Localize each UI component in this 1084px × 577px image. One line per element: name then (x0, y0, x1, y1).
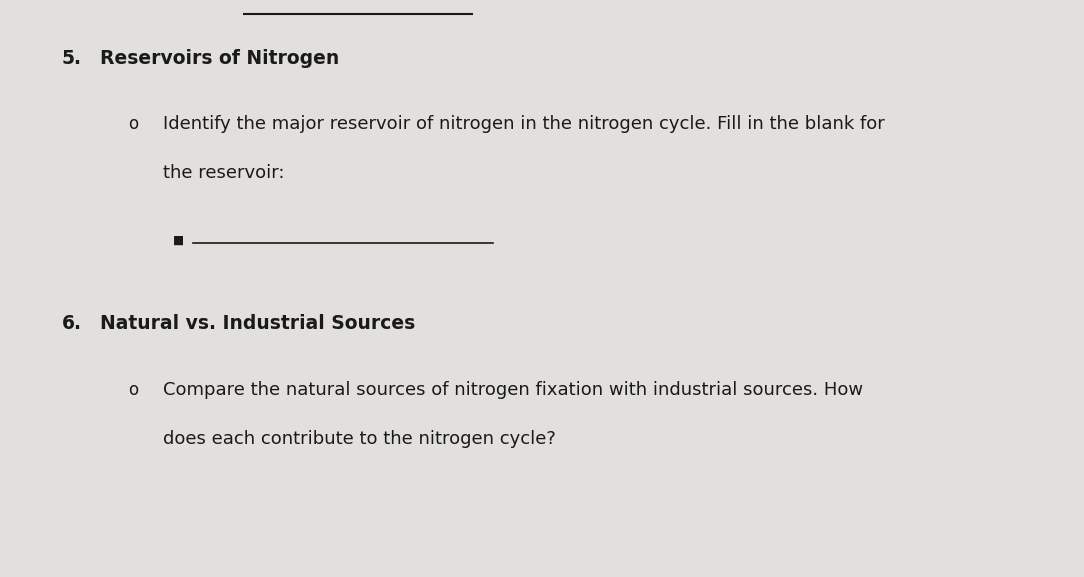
Text: o: o (128, 115, 138, 133)
Text: o: o (128, 381, 138, 399)
Text: the reservoir:: the reservoir: (163, 164, 284, 182)
Text: 6.: 6. (62, 314, 81, 334)
Text: Compare the natural sources of nitrogen fixation with industrial sources. How: Compare the natural sources of nitrogen … (163, 381, 863, 399)
Text: Natural vs. Industrial Sources: Natural vs. Industrial Sources (100, 314, 415, 334)
Text: Identify the major reservoir of nitrogen in the nitrogen cycle. Fill in the blan: Identify the major reservoir of nitrogen… (163, 115, 885, 133)
Text: 5.: 5. (62, 49, 81, 68)
Text: ■: ■ (173, 234, 184, 247)
Text: does each contribute to the nitrogen cycle?: does each contribute to the nitrogen cyc… (163, 430, 555, 448)
Text: Reservoirs of Nitrogen: Reservoirs of Nitrogen (100, 49, 339, 68)
